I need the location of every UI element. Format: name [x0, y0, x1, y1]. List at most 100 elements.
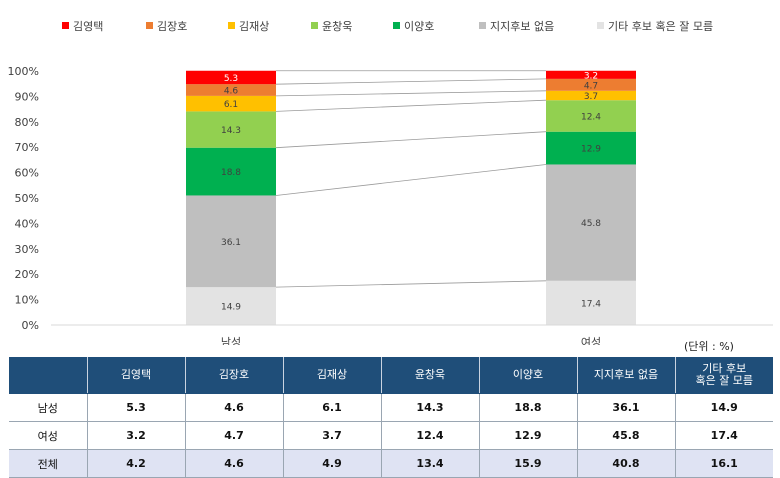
legend-label-1: 김장호 [157, 20, 187, 33]
table-header-row: 김영택 김장호 김재상 윤창욱 이양호 지지후보 없음 기타 후보 혹은 잘 모름 [9, 357, 773, 394]
data-label-1-series-3: 12.4 [581, 112, 601, 122]
bar-segment-0-series-5 [186, 84, 276, 96]
x-tick-label-0: 남성 [221, 336, 241, 345]
bar-segment-1-series-5 [546, 78, 636, 91]
bar-segment-1-series-3 [546, 100, 636, 132]
legend-swatch-6 [597, 22, 604, 29]
bar-segment-0-series-3 [186, 111, 276, 148]
table-cell: 14.9 [675, 393, 773, 422]
connector-line-series-5 [275, 78, 547, 85]
data-label-0-series-2: 18.8 [221, 168, 241, 178]
legend-label-6: 기타 후보 혹은 잘 모름 [608, 19, 713, 33]
table-header-1: 김영택 [87, 357, 186, 394]
y-tick-label: 20% [15, 268, 39, 281]
table-cell: 45.8 [577, 421, 676, 450]
data-label-1-series-6: 3.2 [584, 71, 598, 81]
table-row: 전체 4.2 4.6 4.9 13.4 15.9 40.8 16.1 [9, 449, 773, 478]
data-label-0-series-4: 6.1 [224, 100, 238, 110]
bar-segment-1-series-6 [546, 70, 636, 79]
data-label-1-series-4: 3.7 [584, 92, 598, 102]
table-body: 남성 5.3 4.6 6.1 14.3 18.8 36.1 14.9 여성 3.2 4.7 3.7 12… [9, 393, 773, 478]
legend-swatch-2 [228, 22, 235, 29]
legend-swatch-3 [311, 22, 318, 29]
results-table: 김영택 김장호 김재상 윤창욱 이양호 지지후보 없음 기타 후보 혹은 잘 모름 남성 5.… [9, 357, 773, 478]
legend-label-3: 윤창욱 [322, 20, 352, 33]
data-label-0-series-0: 14.9 [221, 303, 241, 313]
bar-segment-1-series-0 [546, 280, 636, 325]
y-tick-label: 30% [15, 243, 39, 256]
legend-swatch-1 [146, 22, 153, 29]
table-cell: 13.4 [381, 449, 480, 478]
table-cell: 14.3 [381, 393, 480, 422]
table-cell: 5.3 [87, 393, 186, 422]
y-tick-label: 80% [15, 116, 39, 129]
data-label-0-series-1: 36.1 [221, 238, 241, 248]
bar-segment-0-series-0 [186, 287, 276, 325]
table-cell: 4.6 [185, 449, 284, 478]
table-cell: 4.7 [185, 421, 284, 450]
bar-segment-1-series-2 [546, 131, 636, 165]
table-cell: 40.8 [577, 449, 676, 478]
table-cell: 18.8 [479, 393, 578, 422]
table-cell: 4.6 [185, 393, 284, 422]
connector-line-series-0 [275, 280, 547, 288]
bar-segment-0-series-4 [186, 95, 276, 112]
table-row: 여성 3.2 4.7 3.7 12.4 12.9 45.8 17.4 [9, 421, 773, 450]
table-cell: 12.9 [479, 421, 578, 450]
legend-label-0: 김영택 [73, 20, 103, 33]
y-tick-label: 50% [15, 192, 39, 205]
y-tick-label: 0% [22, 319, 39, 332]
x-axis: 남성 여성 [51, 324, 773, 345]
legend-swatch-0 [62, 22, 69, 29]
bar-segment-0-series-1 [186, 195, 276, 288]
x-tick-label-1: 여성 [581, 336, 601, 345]
connector-line-series-2 [275, 131, 547, 149]
y-tick-label: 60% [15, 167, 39, 180]
legend-swatch-5 [479, 22, 486, 29]
table-cell: 6.1 [283, 393, 382, 422]
table-header-0 [9, 357, 88, 394]
table-cell: 16.1 [675, 449, 773, 478]
table-header-7: 기타 후보 혹은 잘 모름 [675, 357, 773, 394]
data-label-0-series-5: 4.6 [224, 87, 239, 97]
table-header-5: 이양호 [479, 357, 578, 394]
bar-segment-0-series-2 [186, 147, 276, 196]
data-label-1-series-1: 45.8 [581, 219, 601, 229]
y-tick-label: 90% [15, 90, 39, 103]
table-header-6: 지지후보 없음 [577, 357, 676, 394]
table-row: 남성 5.3 4.6 6.1 14.3 18.8 36.1 14.9 [9, 393, 773, 422]
y-axis: 0% 10% 20% 30% 40% 50% 60% 70% 80% 90% 100% [8, 65, 39, 332]
table-cell: 17.4 [675, 421, 773, 450]
legend-label-4: 이양호 [404, 20, 434, 33]
table-cell: 4.2 [87, 449, 186, 478]
table-header-2: 김장호 [185, 357, 284, 394]
data-label-1-series-2: 12.9 [581, 145, 601, 155]
row-label: 남성 [9, 393, 88, 422]
data-label-1-series-5: 4.7 [584, 81, 598, 91]
table-cell: 4.9 [283, 449, 382, 478]
bars: 14.9 36.1 18.8 14.3 6.1 4.6 5.3 17.4 45.8 12.9 12.… [186, 70, 636, 325]
legend-label-5: 지지후보 없음 [490, 20, 554, 33]
y-tick-label: 40% [15, 217, 39, 230]
bar-segment-1-series-1 [546, 164, 636, 281]
table-cell: 15.9 [479, 449, 578, 478]
connector-line-series-3 [275, 99, 547, 112]
data-label-0-series-6: 5.3 [224, 74, 238, 84]
unit-label: (단위 : %) [684, 340, 734, 353]
table-cell: 3.7 [283, 421, 382, 450]
data-label-1-series-0: 17.4 [581, 299, 601, 309]
connector-lines [275, 70, 547, 288]
table-cell: 36.1 [577, 393, 676, 422]
data-label-0-series-3: 14.3 [221, 126, 241, 136]
table-cell: 12.4 [381, 421, 480, 450]
chart-legend: 김영택 김장호 김재상 윤창욱 이양호 지지후보 없음 기타 후보 혹은 잘 모름 [62, 19, 713, 33]
y-tick-label: 10% [15, 294, 39, 307]
table-header-4: 윤창욱 [381, 357, 480, 394]
bar-segment-1-series-4 [546, 90, 636, 101]
row-label: 여성 [9, 421, 88, 450]
table-header-3: 김재상 [283, 357, 382, 394]
connector-line-series-4 [275, 90, 547, 97]
row-label: 전체 [9, 449, 88, 478]
y-tick-label: 100% [8, 65, 39, 78]
connector-line-series-1 [275, 164, 547, 196]
